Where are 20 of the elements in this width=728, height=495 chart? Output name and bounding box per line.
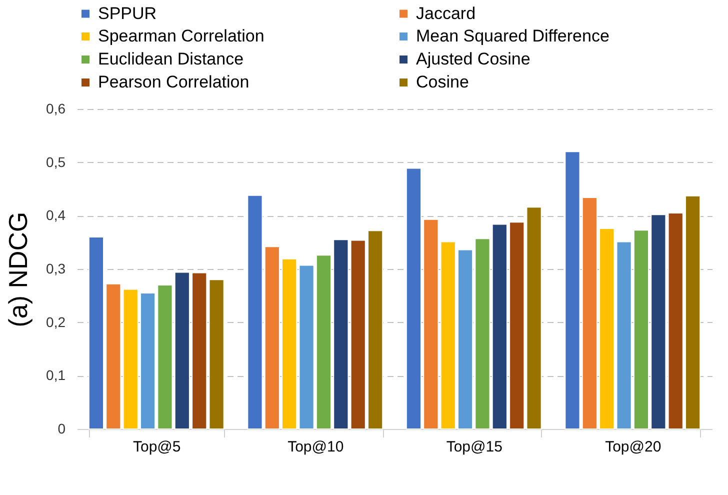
y-tick-label: 0,5	[46, 154, 66, 170]
y-tick-label: 0	[58, 420, 66, 436]
legend-label: Ajusted Cosine	[416, 50, 530, 68]
legend-label: Cosine	[416, 72, 469, 92]
y-axis-title: (a) NDCG	[3, 212, 34, 328]
x-tick-label: Top@15	[446, 438, 502, 456]
legend-label: Euclidean Distance	[98, 50, 244, 68]
x-tick-label: Top@5	[132, 438, 181, 456]
legend-label: Pearson Correlation	[98, 72, 250, 92]
y-tick-label: 0,3	[46, 260, 66, 276]
x-tick-label: Top@20	[605, 438, 662, 456]
legend-label: Mean Squared Difference	[416, 26, 610, 46]
y-tick-label: 0,4	[46, 207, 66, 224]
legend-label: SPPUR	[98, 4, 157, 23]
legend-label: Spearman Correlation	[98, 26, 264, 46]
y-tick-label: 0,2	[46, 314, 66, 330]
legend-label: Jaccard	[416, 4, 476, 23]
y-tick-label: 0,6	[46, 100, 66, 116]
x-tick-label: Top@10	[288, 438, 344, 456]
y-tick-label: 0,1	[46, 367, 66, 384]
